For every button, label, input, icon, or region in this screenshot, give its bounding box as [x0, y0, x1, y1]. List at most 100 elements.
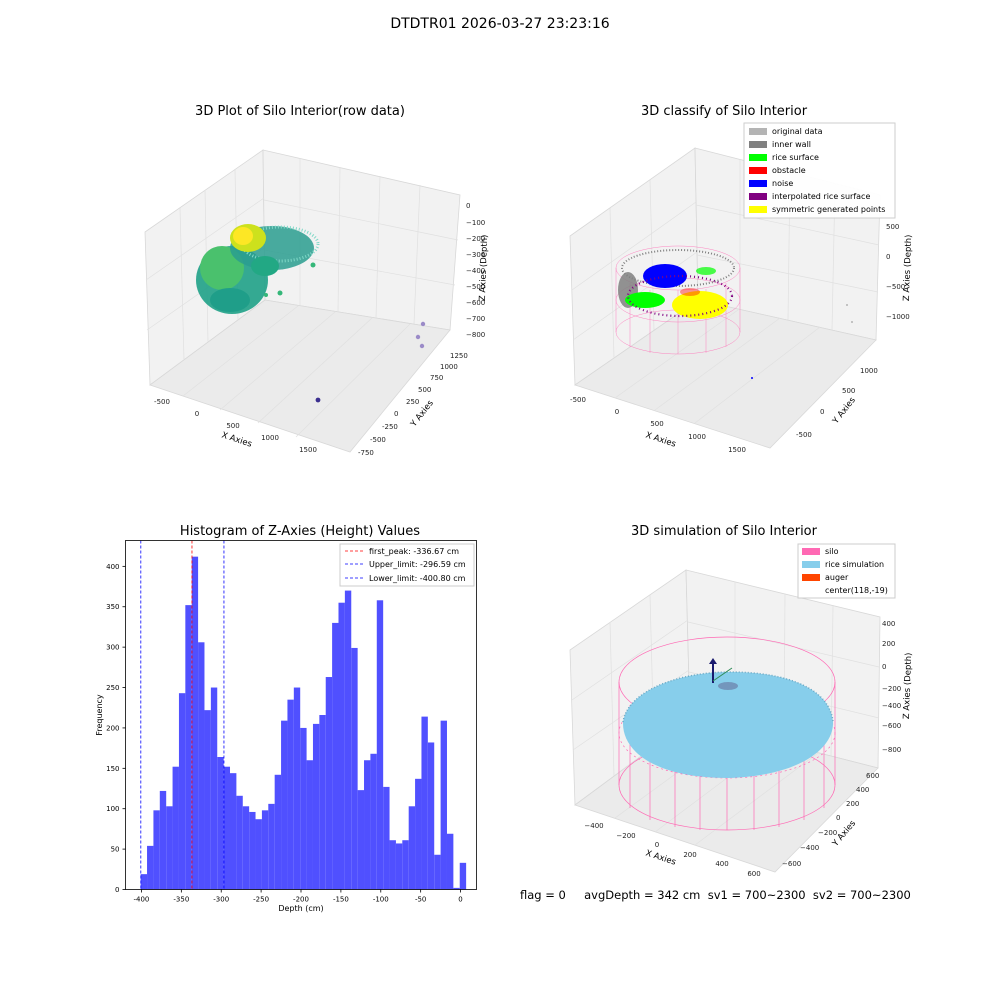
histogram-bar	[210, 687, 218, 890]
histogram-bar	[395, 843, 403, 890]
legend-swatch-rice-sim	[802, 561, 820, 568]
simulation-ytick: 600	[866, 772, 879, 780]
histogram-bar	[402, 840, 409, 890]
histogram-bar	[459, 862, 467, 890]
raw-3d-plot: -500 0 500 1000 1500 -750 -500 -250 0 25…	[144, 149, 490, 457]
histogram-ytick-label: 150	[106, 765, 119, 773]
histogram-bar	[325, 677, 333, 890]
histogram-bar	[185, 605, 192, 890]
legend-label: inner wall	[772, 140, 811, 149]
raw-ztick: −400	[466, 267, 485, 275]
histogram-xtick-label: -50	[415, 896, 426, 904]
legend-swatch-inner-wall	[749, 141, 767, 148]
legend-swatch-original	[749, 128, 767, 135]
histogram-plot: -400 -350 -300 -250 -200 -150 -100 -50 0 0 50 100 1…	[95, 540, 477, 913]
legend-swatch-interp	[749, 193, 767, 200]
raw-ztick: −600	[466, 299, 485, 307]
histogram-legend: first_peak: -336.67 cm Upper_limit: -296…	[339, 543, 475, 587]
raw-zlabel: Z Axies (Depth)	[478, 234, 490, 301]
histogram-bar	[153, 810, 160, 890]
legend-label: symmetric generated points	[772, 205, 885, 214]
legend-swatch-noise	[749, 180, 767, 187]
raw-ytick: 1000	[440, 363, 458, 371]
histogram-ytick-label: 350	[106, 603, 119, 611]
histogram-ytick-label: 250	[106, 684, 119, 692]
histogram-bar	[300, 727, 307, 890]
simulation-ytick: 400	[856, 786, 869, 794]
simulation-legend: silo rice simulation auger center(118,-1…	[797, 543, 896, 599]
raw-ytick: 500	[418, 386, 431, 394]
simulation-ytick: −200	[818, 829, 837, 837]
histogram-xtick-label: -300	[213, 896, 229, 904]
simulation-zlabel: Z Axies (Depth)	[902, 652, 914, 719]
histogram-ytick-label: 0	[115, 886, 119, 894]
classify-zticks: 500 0 −500 −1000	[886, 223, 910, 321]
histogram-ytick-label: 200	[106, 724, 119, 732]
histogram-bar	[178, 693, 186, 890]
simulation-ztick: −200	[882, 685, 901, 693]
histogram-bar	[319, 715, 326, 890]
raw-ytick: 750	[430, 374, 443, 382]
raw-ytick: 0	[394, 410, 398, 418]
legend-swatch-obstacle	[749, 167, 767, 174]
legend-swatch-auger	[802, 574, 820, 581]
classify-xticks: -500 0 500 1000 1500	[570, 396, 746, 454]
legend-swatch-rice-surface	[749, 154, 767, 161]
raw-ytick: -500	[370, 436, 386, 444]
raw-zticks: 0 −100 −200 −300 −400 −500 −600 −700 −80…	[466, 202, 485, 339]
histogram-xtick-label: 0	[458, 896, 462, 904]
simulation-xtick: 600	[747, 870, 760, 878]
histogram-xlabel: Depth (cm)	[278, 904, 323, 913]
histogram-bar	[159, 790, 167, 890]
legend-label: auger	[825, 573, 849, 582]
raw-ytick: 1250	[450, 352, 468, 360]
histogram-ylabel: Frequency	[95, 694, 104, 736]
classify-ylabel: Y Axies	[830, 395, 858, 427]
legend-label: obstacle	[772, 166, 806, 175]
histogram-bar	[338, 602, 345, 890]
classify-ytick: -500	[796, 431, 812, 439]
histogram-bar	[281, 720, 288, 890]
histogram-bar	[198, 642, 205, 890]
histogram-bar	[249, 811, 256, 890]
legend-label: noise	[772, 179, 793, 188]
histogram-bar	[166, 806, 173, 890]
classify-xtick: 1500	[728, 446, 746, 454]
histogram-bar	[255, 819, 262, 890]
simulation-ytick: 0	[836, 814, 840, 822]
classify-plot-title: 3D classify of Silo Interior	[640, 104, 808, 119]
histogram-bar	[344, 590, 352, 890]
simulation-rice-surface	[622, 671, 834, 778]
histogram-bar	[287, 699, 294, 890]
classify-xtick: -500	[570, 396, 586, 404]
histogram-ytick-label: 300	[106, 644, 119, 652]
histogram-ytick-label: 400	[106, 563, 119, 571]
classify-ztick: 0	[886, 253, 890, 261]
simulation-xlabel: X Axies	[644, 848, 677, 867]
histogram-xticks: -400 -350 -300 -250 -200 -150 -100 -50 0	[134, 889, 463, 904]
histogram-bar	[274, 774, 282, 890]
classify-ytick: 500	[842, 387, 855, 395]
histogram-ytick-label: 50	[111, 846, 120, 854]
classify-xtick: 0	[615, 408, 619, 416]
raw-ztick: −300	[466, 251, 485, 259]
simulation-ytick: 200	[846, 800, 859, 808]
histogram-bar	[389, 840, 396, 890]
simulation-ztick: −400	[882, 702, 901, 710]
legend-label: rice surface	[772, 153, 819, 162]
raw-point-cloud	[196, 224, 426, 403]
histogram-bar	[434, 854, 441, 890]
raw-xtick: 500	[226, 422, 239, 430]
histogram-bar	[204, 710, 211, 890]
histogram-vlines	[140, 540, 225, 890]
histogram-bar	[172, 766, 179, 890]
histogram-xtick-label: -150	[333, 896, 349, 904]
histogram-bar	[370, 753, 377, 890]
raw-ztick: −100	[466, 219, 485, 227]
raw-ztick: −500	[466, 283, 485, 291]
histogram-bar	[261, 810, 269, 890]
legend-label: Upper_limit: -296.59 cm	[369, 560, 466, 569]
raw-ytick: -250	[382, 423, 398, 431]
legend-label: center(118,-19)	[825, 586, 888, 595]
simulation-ztick: 0	[882, 663, 886, 671]
